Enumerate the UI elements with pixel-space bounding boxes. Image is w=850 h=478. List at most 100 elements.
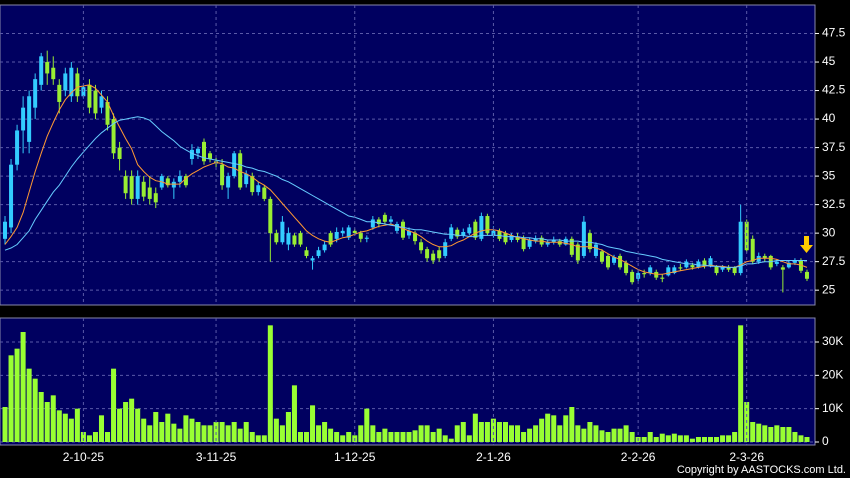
candle-body	[352, 230, 357, 234]
y-tick-label: 20K	[822, 368, 843, 382]
candle-body	[726, 267, 731, 270]
candle-body	[581, 221, 586, 256]
volume-bar	[695, 437, 701, 442]
candle-body	[684, 261, 689, 268]
candle-body	[606, 255, 610, 268]
volume-bar	[243, 422, 249, 442]
volume-bar	[279, 425, 285, 442]
candle-body	[364, 237, 369, 239]
volume-bar	[117, 408, 123, 442]
volume-bar	[738, 325, 744, 442]
volume-bar	[774, 425, 780, 442]
candle-body	[690, 265, 695, 268]
volume-bar	[521, 432, 527, 442]
volume-bar	[2, 407, 8, 442]
volume-bar	[707, 437, 714, 442]
candle-body	[455, 229, 460, 237]
volume-bar	[147, 425, 153, 442]
candle-body	[515, 236, 520, 240]
candle-body	[111, 119, 116, 154]
volume-bar	[617, 428, 623, 442]
candle-body	[569, 238, 574, 255]
candle-body	[407, 230, 412, 236]
volume-bar	[183, 415, 189, 442]
volume-panel	[0, 317, 816, 446]
candle-body	[467, 227, 472, 234]
moving-average	[4, 84, 808, 275]
volume-bar	[587, 422, 593, 442]
volume-bar	[732, 432, 738, 442]
candle-body	[286, 233, 291, 245]
y-tick-label: 47.5	[822, 26, 846, 40]
volume-bar	[677, 435, 683, 442]
candle-body	[648, 267, 653, 274]
volume-bar	[629, 432, 635, 442]
candle-body	[310, 258, 315, 261]
candle-body	[575, 244, 580, 261]
candle-body	[135, 176, 140, 199]
volume-bar	[792, 432, 798, 442]
volume-bar	[26, 368, 32, 442]
candle-body	[563, 238, 568, 245]
volume-bar	[768, 427, 774, 442]
candle-body	[316, 250, 321, 256]
candle-body	[304, 250, 309, 256]
candle-body	[557, 241, 562, 245]
volume-bar	[98, 415, 105, 442]
candle-body	[630, 271, 635, 283]
volume-bar	[659, 433, 665, 442]
candle-body	[750, 238, 755, 262]
volume-bar	[56, 410, 62, 442]
y-tick-label: 40	[822, 111, 836, 125]
volume-bar	[80, 432, 86, 442]
volume-bar	[762, 425, 768, 442]
volume-bar	[780, 427, 786, 442]
candle-body	[425, 249, 430, 259]
candle-body	[171, 181, 176, 188]
volume-bar	[171, 423, 177, 442]
volume-bar	[533, 425, 539, 442]
candle-body	[358, 233, 363, 239]
candle-body	[93, 90, 98, 114]
volume-bar	[50, 395, 56, 442]
volume-bar	[74, 408, 80, 442]
volume-bar	[285, 412, 291, 442]
candle-body	[738, 221, 743, 274]
volume-bar	[412, 430, 418, 442]
volume-bar	[340, 435, 346, 442]
candle-body	[756, 255, 761, 262]
volume-bar	[68, 418, 74, 442]
volume-bar	[701, 437, 707, 442]
volume-bar	[267, 325, 273, 442]
volume-bar	[575, 425, 581, 442]
candle-body	[328, 233, 333, 245]
candle-body	[238, 153, 243, 188]
y-tick-label: 45	[822, 54, 836, 68]
volume-bar	[804, 437, 810, 442]
candle-body	[165, 178, 170, 186]
volume-bar	[44, 402, 50, 442]
volume-bar	[370, 425, 376, 442]
volume-bar	[593, 425, 599, 442]
candle-body	[696, 261, 701, 268]
candle-body	[232, 153, 237, 177]
candle-body	[732, 267, 737, 274]
volume-bar	[647, 432, 653, 442]
candle-body	[780, 267, 785, 270]
candle-body	[527, 239, 532, 247]
volume-bar	[111, 368, 117, 442]
x-tick-label: 1-12-25	[334, 450, 376, 464]
candle-body	[437, 250, 442, 259]
candle-body	[587, 233, 592, 250]
candle-body	[244, 173, 249, 185]
candle-body	[250, 176, 255, 193]
candle-body	[147, 187, 152, 199]
candle-body	[202, 141, 206, 162]
candle-body	[624, 262, 629, 274]
candle-body	[87, 84, 92, 108]
volume-bar	[303, 432, 310, 442]
candle-body	[292, 235, 297, 245]
candle-body	[599, 251, 604, 262]
volume-bar	[460, 422, 466, 442]
volume-bar	[219, 422, 225, 442]
